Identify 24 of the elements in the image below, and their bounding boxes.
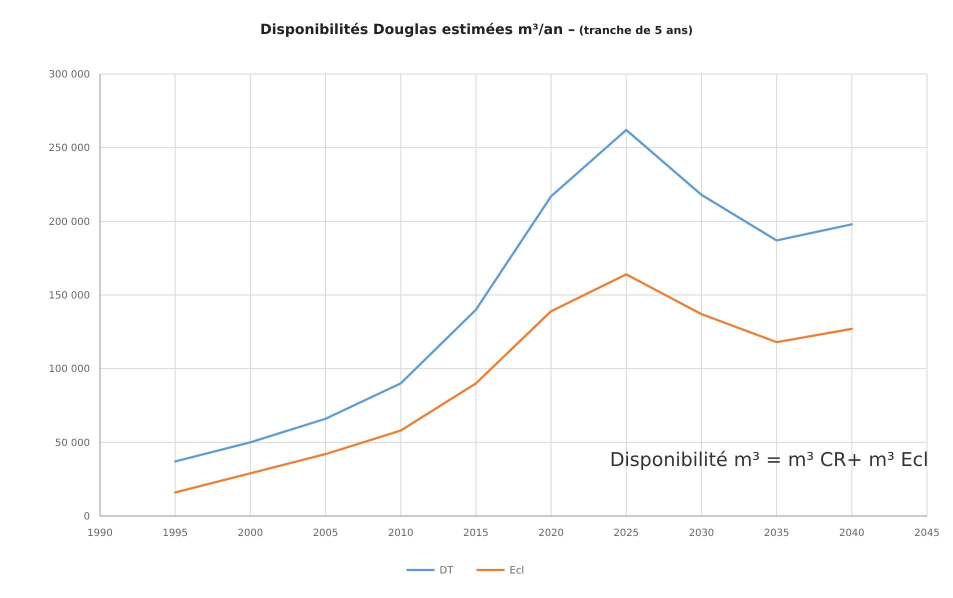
y-tick-label: 0 bbox=[84, 512, 90, 522]
x-tick-label: 2045 bbox=[914, 528, 940, 539]
x-tick-label: 2020 bbox=[538, 528, 564, 539]
y-tick-label: 150 000 bbox=[48, 290, 90, 302]
x-tick-label: 2000 bbox=[238, 528, 264, 539]
chart-title: Disponibilités Douglas estimées m³/an – bbox=[260, 22, 575, 38]
x-tick-label: 2010 bbox=[388, 528, 414, 539]
annotation: Disponibilité m³ = m³ CR+ m³ Ecl bbox=[610, 449, 928, 471]
y-tick-label: 50 000 bbox=[55, 438, 90, 449]
legend-label: DT bbox=[440, 566, 454, 576]
chart-subtitle: (tranche de 5 ans) bbox=[574, 24, 693, 37]
x-tick-label: 1990 bbox=[87, 528, 113, 539]
y-tick-label: 100 000 bbox=[48, 364, 90, 376]
x-tick-label: 2030 bbox=[688, 528, 714, 539]
y-tick-label: 200 000 bbox=[48, 216, 90, 228]
x-tick-label: 1995 bbox=[162, 528, 188, 539]
x-tick-label: 2040 bbox=[839, 528, 865, 539]
x-tick-label: 2015 bbox=[463, 528, 489, 539]
y-tick-label: 300 000 bbox=[48, 70, 90, 80]
y-tick-label: 250 000 bbox=[48, 143, 90, 154]
x-tick-label: 2005 bbox=[312, 528, 338, 539]
legend-label: Ecl bbox=[510, 566, 524, 576]
x-tick-label: 2025 bbox=[614, 528, 639, 539]
x-tick-label: 2035 bbox=[764, 528, 790, 539]
